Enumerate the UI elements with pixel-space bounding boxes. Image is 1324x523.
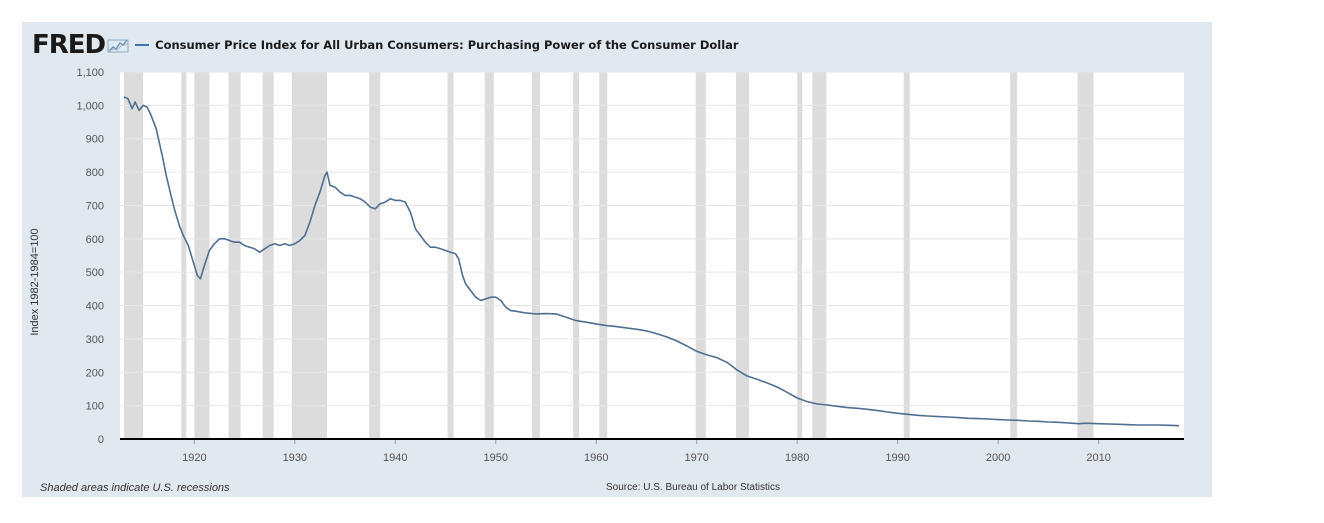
x-tick-label-1960: 1960 — [584, 452, 608, 464]
recession-band-17 — [903, 72, 910, 439]
recession-band-19 — [1077, 72, 1094, 439]
y-tick-label-0: 0 — [98, 434, 104, 446]
y-tick-label-800: 800 — [86, 167, 104, 179]
y-tick-label-200: 200 — [86, 367, 104, 379]
recession-band-10 — [531, 72, 540, 439]
recession-band-8 — [447, 72, 454, 439]
y-tick-label-600: 600 — [86, 234, 104, 246]
y-tick-label-400: 400 — [86, 301, 104, 313]
cpi-purchasing-power-line[interactable] — [123, 96, 1180, 427]
y-tick-label-900: 900 — [86, 134, 104, 146]
recession-band-11 — [573, 72, 580, 439]
fred-graph-icon — [107, 39, 129, 53]
x-tick-label-1930: 1930 — [283, 452, 307, 464]
x-tick-label-1980: 1980 — [785, 452, 809, 464]
y-tick-label-700: 700 — [86, 200, 104, 212]
recession-band-13 — [695, 72, 706, 439]
recession-band-4 — [228, 72, 241, 439]
plot-area[interactable]: 0 100 200 300 400 500 600 700 800 900 1,000 1,100 1… — [22, 22, 1212, 497]
x-tick-label-2000: 2000 — [986, 452, 1010, 464]
x-axis-ticks: 1920 1930 1940 1950 1960 1970 1980 1990 2000 2010 — [182, 439, 1111, 464]
plot-background — [120, 72, 1184, 439]
y-tick-label-500: 500 — [86, 267, 104, 279]
recession-band-3 — [194, 72, 210, 439]
recession-band-2 — [181, 72, 187, 439]
fred-logo[interactable]: FRED — [32, 30, 106, 60]
recession-bands — [124, 72, 1094, 439]
y-axis-label: Index 1982-1984=100 — [29, 228, 41, 336]
recession-band-9 — [484, 72, 494, 439]
recession-band-18 — [1010, 72, 1018, 439]
chart-frame: FRED Consumer Price Index for All Urban … — [22, 22, 1212, 497]
y-tick-label-1000: 1,000 — [76, 100, 104, 112]
y-tick-label-300: 300 — [86, 334, 104, 346]
x-tick-label-1990: 1990 — [885, 452, 909, 464]
x-tick-label-1940: 1940 — [383, 452, 407, 464]
y-axis-ticks: 0 100 200 300 400 500 600 700 800 900 1,000 1,100 — [76, 67, 104, 446]
y-tick-label-1100: 1,100 — [76, 67, 104, 79]
x-tick-label-1950: 1950 — [484, 452, 508, 464]
recession-band-12 — [599, 72, 608, 439]
recession-band-6 — [291, 72, 327, 439]
chart-title: Consumer Price Index for All Urban Consu… — [155, 38, 739, 52]
recession-band-7 — [369, 72, 381, 439]
legend-swatch — [135, 44, 150, 46]
y-tick-label-100: 100 — [86, 401, 104, 413]
x-tick-label-2010: 2010 — [1086, 452, 1110, 464]
recession-band-15 — [797, 72, 803, 439]
x-tick-label-1920: 1920 — [182, 452, 206, 464]
x-tick-label-1970: 1970 — [684, 452, 708, 464]
source-note: Source: U.S. Bureau of Labor Statistics — [606, 482, 780, 493]
recession-note: Shaded areas indicate U.S. recessions — [40, 482, 230, 494]
recession-band-14 — [735, 72, 749, 439]
recession-band-5 — [262, 72, 274, 439]
chart-header: FRED Consumer Price Index for All Urban … — [32, 30, 739, 60]
gridlines — [120, 71, 1184, 407]
recession-band-1 — [124, 72, 144, 439]
recession-band-16 — [812, 72, 827, 439]
